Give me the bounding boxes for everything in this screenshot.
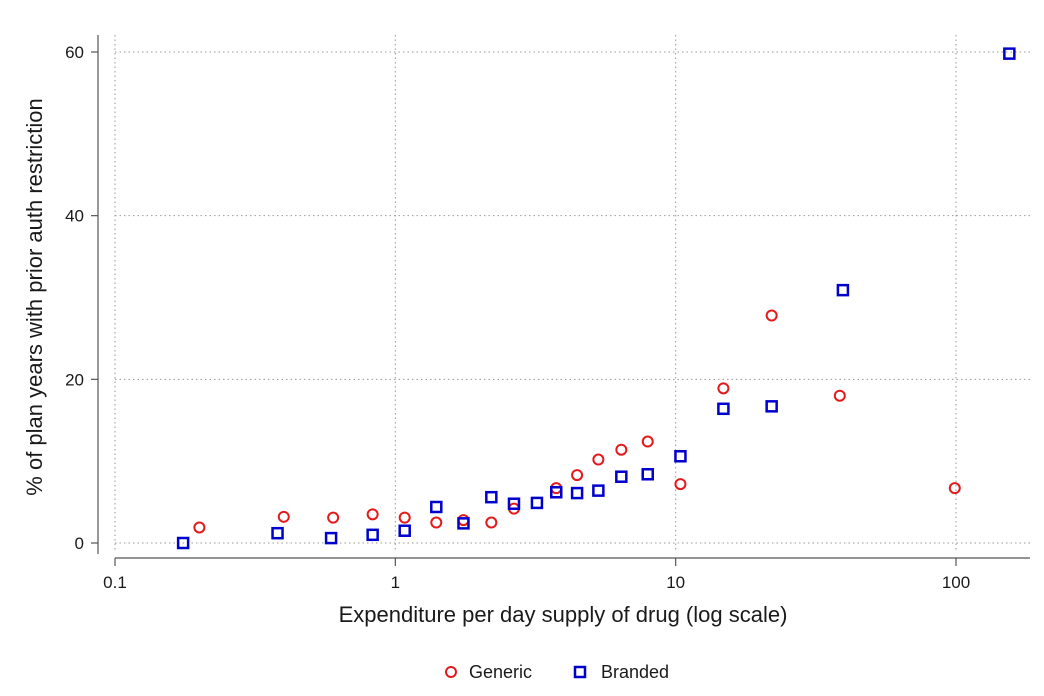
branded-point [570, 486, 584, 500]
generic-point [592, 453, 605, 466]
generic-point [571, 469, 584, 482]
generic-point [641, 435, 654, 448]
data-points [176, 47, 1016, 550]
generic-point [327, 511, 340, 524]
branded-point [507, 497, 521, 510]
axes [97, 35, 1030, 559]
branded-point [324, 531, 338, 545]
generic-point [430, 516, 443, 529]
branded-point [485, 490, 498, 504]
legend-branded-marker [573, 665, 587, 679]
legend-generic-marker [445, 666, 457, 678]
gridlines [114, 35, 1030, 550]
branded-point [366, 528, 379, 542]
branded-point [430, 500, 443, 514]
branded-point [615, 470, 628, 483]
generic-point [948, 482, 961, 495]
x-tick-label: 10 [666, 573, 685, 592]
branded-point [271, 526, 284, 540]
generic-point [717, 382, 730, 395]
branded-point [765, 400, 778, 413]
generic-point [674, 478, 687, 491]
generic-point [485, 516, 498, 529]
branded-point [530, 496, 544, 510]
branded-point [176, 536, 190, 550]
branded-point [717, 402, 730, 416]
generic-point [765, 309, 778, 322]
generic-point [398, 511, 411, 524]
generic-point [277, 510, 290, 523]
generic-point [193, 521, 206, 534]
branded-point [1003, 47, 1016, 60]
y-axis-title: % of plan years with prior auth restrict… [22, 98, 47, 495]
y-tick-label: 20 [65, 370, 84, 389]
branded-point [836, 283, 850, 297]
series-branded [176, 47, 1016, 550]
x-tick-label: 0.1 [103, 573, 127, 592]
x-axis-title: Expenditure per day supply of drug (log … [339, 602, 788, 627]
branded-point [398, 524, 411, 537]
ticks [91, 51, 957, 566]
generic-point [457, 514, 470, 527]
tick-labels: 0 20 40 60 0.1 1 10 100 [65, 43, 970, 592]
branded-point [550, 486, 563, 499]
generic-point [833, 389, 846, 402]
y-tick-label: 60 [65, 43, 84, 62]
x-tick-label: 1 [391, 573, 400, 592]
generic-point [366, 508, 379, 521]
branded-point [457, 517, 470, 530]
generic-point [615, 443, 628, 456]
branded-point [592, 484, 605, 497]
series-generic [193, 309, 961, 534]
y-tick-label: 40 [65, 207, 84, 226]
branded-point [641, 468, 654, 481]
legend: Generic Branded [445, 662, 669, 682]
y-tick-label: 0 [75, 534, 84, 553]
x-tick-label: 100 [942, 573, 970, 592]
legend-generic-label: Generic [469, 662, 532, 682]
legend-branded-label: Branded [601, 662, 669, 682]
branded-point [674, 450, 687, 463]
